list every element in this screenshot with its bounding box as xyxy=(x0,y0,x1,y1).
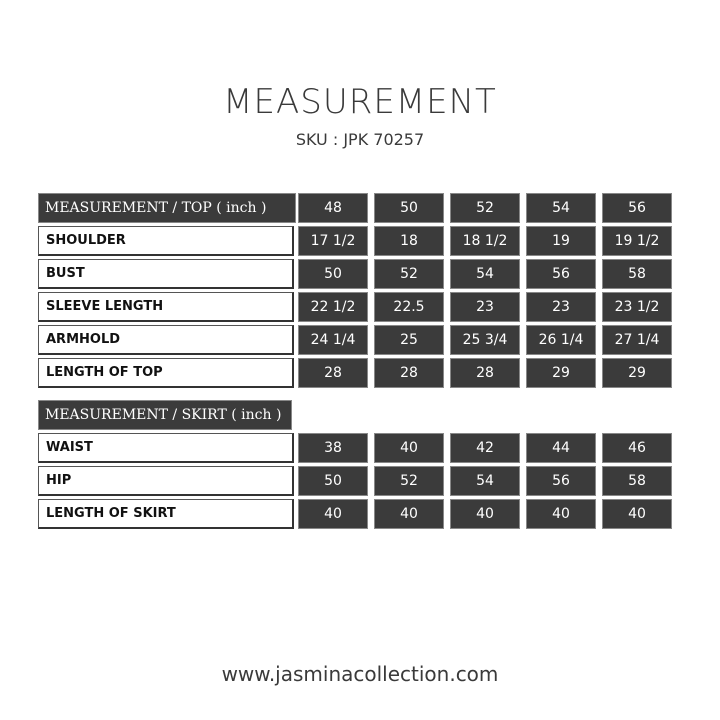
size-cell: 52 xyxy=(450,193,520,223)
table-title: MEASUREMENT / TOP ( inch ) xyxy=(38,193,296,223)
size-cell: 50 xyxy=(374,193,444,223)
value-cell: 29 xyxy=(526,358,596,388)
value-cell: 40 xyxy=(298,499,368,529)
value-cell: 40 xyxy=(526,499,596,529)
value-cell: 23 1/2 xyxy=(602,292,672,322)
value-cell: 50 xyxy=(298,259,368,289)
row-label: SLEEVE LENGTH xyxy=(38,292,294,322)
value-cell: 58 xyxy=(602,466,672,496)
value-cell: 54 xyxy=(450,466,520,496)
value-cell: 22.5 xyxy=(374,292,444,322)
size-cell: 48 xyxy=(298,193,368,223)
row-label: WAIST xyxy=(38,433,294,463)
value-cell: 25 xyxy=(374,325,444,355)
value-cell: 40 xyxy=(374,499,444,529)
footer-url: www.jasminacollection.com xyxy=(221,662,499,686)
value-cell: 44 xyxy=(526,433,596,463)
value-cell: 52 xyxy=(374,259,444,289)
value-cell: 40 xyxy=(374,433,444,463)
value-cell: 28 xyxy=(450,358,520,388)
value-cell: 28 xyxy=(374,358,444,388)
value-cell: 42 xyxy=(450,433,520,463)
value-cell: 19 1/2 xyxy=(602,226,672,256)
value-cell: 56 xyxy=(526,259,596,289)
value-cell: 40 xyxy=(450,499,520,529)
row-label: HIP xyxy=(38,466,294,496)
value-cell: 38 xyxy=(298,433,368,463)
value-cell: 29 xyxy=(602,358,672,388)
sku: SKU : JPK 70257 xyxy=(295,130,425,149)
size-cell: 56 xyxy=(602,193,672,223)
value-cell: 24 1/4 xyxy=(298,325,368,355)
table-title: MEASUREMENT / SKIRT ( inch ) xyxy=(38,400,292,430)
value-cell: 23 xyxy=(526,292,596,322)
row-label: LENGTH OF TOP xyxy=(38,358,294,388)
value-cell: 28 xyxy=(298,358,368,388)
value-cell: 25 3/4 xyxy=(450,325,520,355)
row-label: BUST xyxy=(38,259,294,289)
value-cell: 17 1/2 xyxy=(298,226,368,256)
row-label: LENGTH OF SKIRT xyxy=(38,499,294,529)
title: MEASUREMENT xyxy=(223,82,497,122)
value-cell: 22 1/2 xyxy=(298,292,368,322)
size-cell: 54 xyxy=(526,193,596,223)
value-cell: 19 xyxy=(526,226,596,256)
value-cell: 26 1/4 xyxy=(526,325,596,355)
value-cell: 58 xyxy=(602,259,672,289)
value-cell: 40 xyxy=(602,499,672,529)
value-cell: 18 1/2 xyxy=(450,226,520,256)
value-cell: 52 xyxy=(374,466,444,496)
value-cell: 46 xyxy=(602,433,672,463)
value-cell: 50 xyxy=(298,466,368,496)
value-cell: 27 1/4 xyxy=(602,325,672,355)
row-label: SHOULDER xyxy=(38,226,294,256)
value-cell: 54 xyxy=(450,259,520,289)
value-cell: 56 xyxy=(526,466,596,496)
value-cell: 23 xyxy=(450,292,520,322)
row-label: ARMHOLD xyxy=(38,325,294,355)
value-cell: 18 xyxy=(374,226,444,256)
